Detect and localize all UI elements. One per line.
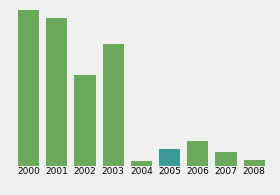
Bar: [74, 75, 95, 166]
Bar: [159, 149, 180, 166]
Bar: [131, 161, 152, 166]
Bar: [46, 18, 67, 166]
Bar: [187, 141, 208, 166]
Bar: [244, 160, 265, 166]
Bar: [18, 10, 39, 166]
Bar: [102, 44, 124, 166]
Bar: [216, 152, 237, 166]
